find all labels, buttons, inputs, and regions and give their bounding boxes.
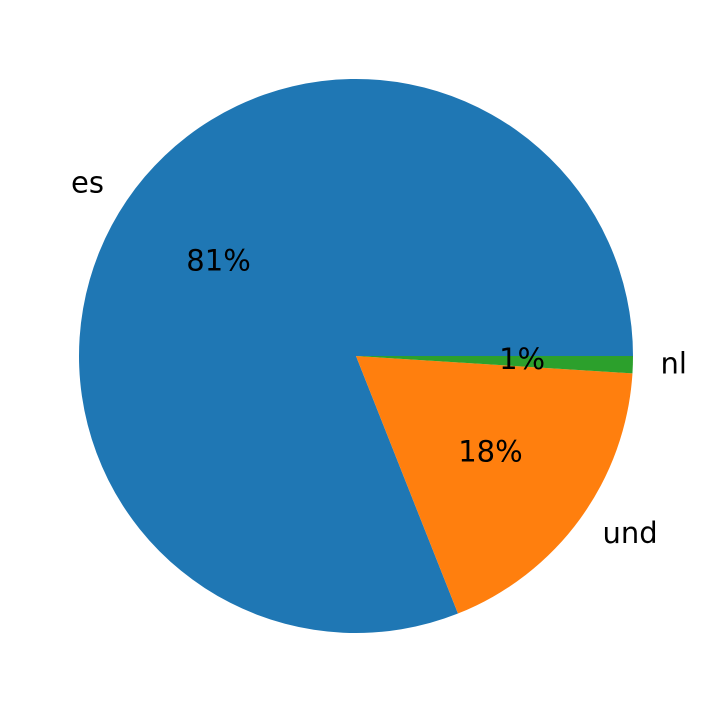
value-label: 1% xyxy=(499,342,545,376)
slice-label: es xyxy=(71,166,104,200)
pie-slice xyxy=(356,356,633,614)
pie-slice xyxy=(78,78,633,633)
pie-slice xyxy=(356,356,633,374)
slice-label: und xyxy=(603,516,658,550)
value-label: 18% xyxy=(458,435,522,469)
value-label: 81% xyxy=(186,244,250,278)
slice-label: nl xyxy=(661,347,687,381)
